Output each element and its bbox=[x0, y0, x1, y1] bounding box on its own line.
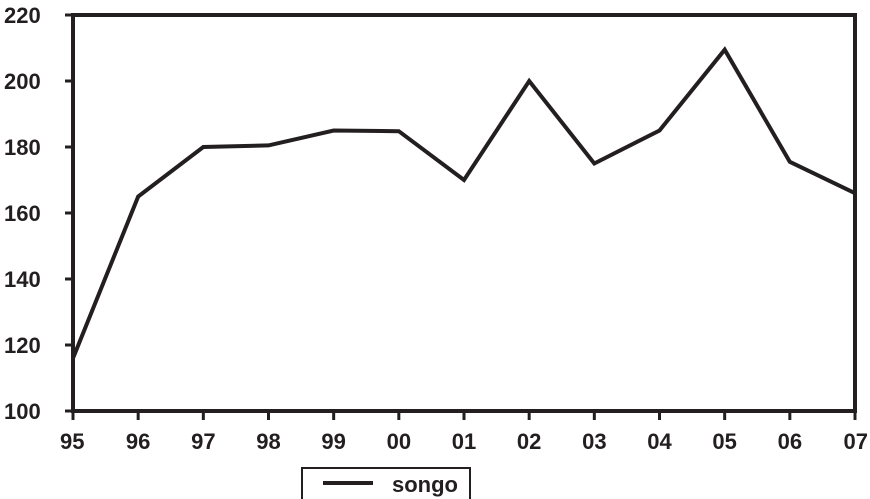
x-tick-label: 04 bbox=[647, 429, 672, 454]
x-axis-ticks: 95 96 97 98 99 00 01 02 03 04 05 06 07 bbox=[60, 411, 868, 454]
y-tick-label: 180 bbox=[4, 135, 41, 160]
y-tick-label: 100 bbox=[4, 399, 41, 424]
x-tick-label: 07 bbox=[844, 429, 868, 454]
x-tick-label: 99 bbox=[321, 429, 345, 454]
legend: songo bbox=[301, 467, 471, 499]
x-tick-label: 98 bbox=[256, 429, 280, 454]
x-tick-label: 00 bbox=[387, 429, 411, 454]
x-tick-label: 03 bbox=[582, 429, 606, 454]
x-tick-label: 02 bbox=[517, 429, 541, 454]
y-tick-label: 140 bbox=[4, 267, 41, 292]
x-tick-label: 95 bbox=[60, 429, 84, 454]
x-tick-label: 01 bbox=[452, 429, 476, 454]
legend-label: songo bbox=[392, 472, 458, 497]
y-tick-label: 200 bbox=[4, 69, 41, 94]
y-tick-label: 160 bbox=[4, 201, 41, 226]
x-tick-label: 06 bbox=[778, 429, 802, 454]
y-tick-label: 220 bbox=[4, 3, 41, 28]
legend-box bbox=[301, 467, 471, 499]
series-line-songo bbox=[71, 46, 856, 359]
y-tick-label: 120 bbox=[4, 333, 41, 358]
x-tick-label: 05 bbox=[712, 429, 736, 454]
x-tick-label: 97 bbox=[191, 429, 215, 454]
series-lines bbox=[71, 46, 856, 359]
plot-frame bbox=[71, 13, 857, 413]
y-axis-ticks: 100 120 140 160 180 200 220 bbox=[4, 3, 73, 424]
x-tick-label: 96 bbox=[126, 429, 150, 454]
